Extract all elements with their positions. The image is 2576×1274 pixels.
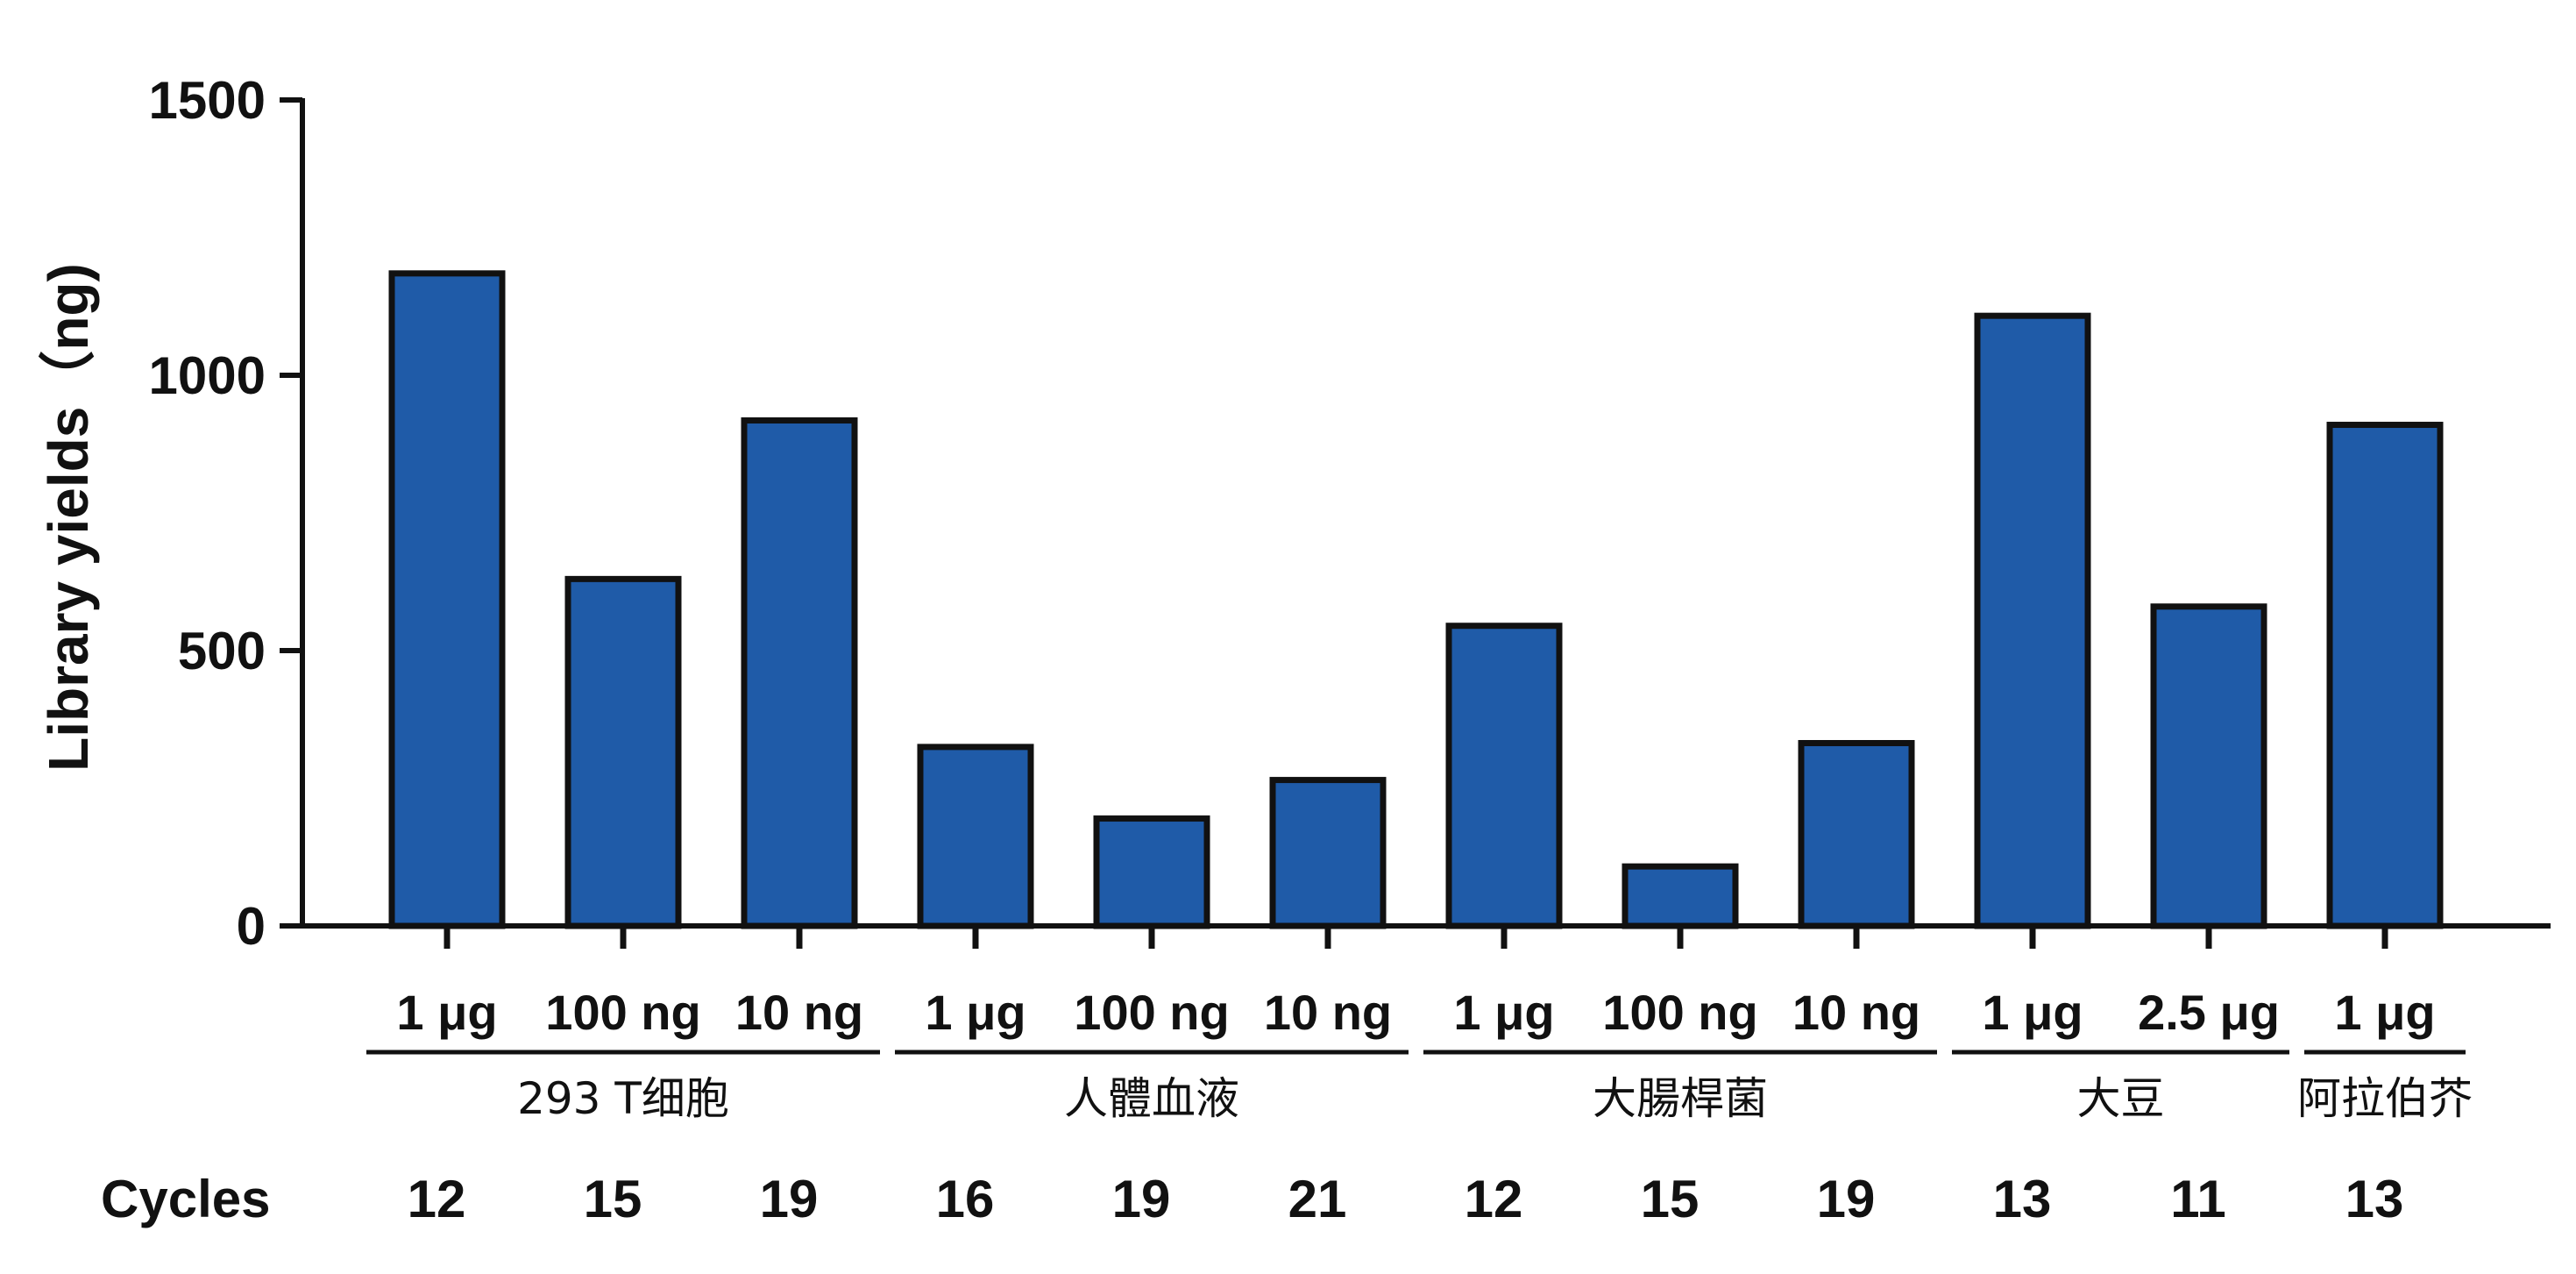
- group-label: 阿拉伯芥: [2297, 1073, 2473, 1124]
- cycles-value: 16: [936, 1170, 995, 1228]
- group-label: 大腸桿菌: [1593, 1073, 1768, 1124]
- bar: [1622, 863, 1739, 929]
- amount-label: 1 μg: [1453, 985, 1554, 1040]
- amount-label: 1 μg: [2334, 985, 2435, 1040]
- bar: [1798, 740, 1915, 929]
- amount-label: 1 μg: [925, 985, 1025, 1040]
- group-label: 大豆: [2077, 1073, 2165, 1124]
- bar: [1269, 777, 1387, 929]
- y-tick-label: 1500: [149, 71, 266, 130]
- bar: [1974, 312, 2091, 929]
- amount-label: 2.5 μg: [2138, 985, 2280, 1040]
- cycles-value: 15: [584, 1170, 642, 1228]
- cycles-value: 19: [760, 1170, 819, 1228]
- cycles-value: 19: [1112, 1170, 1171, 1228]
- x-axis: [300, 923, 2551, 949]
- cycles-value: 12: [1465, 1170, 1523, 1228]
- amount-label: 100 ng: [1074, 985, 1229, 1040]
- amount-label: 10 ng: [735, 985, 863, 1040]
- amount-labels: 1 μg 100 ng 10 ng 1 μg 100 ng 10 ng 1 μg 100 ng…: [396, 985, 2435, 1040]
- amount-label: 100 ng: [1602, 985, 1757, 1040]
- group-labels: 293 T细胞 人體血液 大腸桿菌 大豆 阿拉伯芥: [366, 1050, 2473, 1124]
- amount-label: 1 μg: [1982, 985, 2083, 1040]
- bar: [388, 270, 506, 929]
- cycles-row-label: Cycles: [101, 1170, 270, 1228]
- y-tick-label: 0: [237, 897, 266, 956]
- cycles-value: 19: [1817, 1170, 1876, 1228]
- bar: [2150, 603, 2267, 929]
- cycles-value: 11: [2170, 1170, 2225, 1228]
- bar: [917, 744, 1034, 929]
- cycles-value: 12: [408, 1170, 466, 1228]
- y-axis: 0 500 1000 1500: [149, 71, 305, 956]
- y-tick-label: 1000: [149, 346, 266, 405]
- cycles-value: 13: [1993, 1170, 2052, 1228]
- bar: [1093, 815, 1210, 929]
- cycles-value: 21: [1288, 1170, 1347, 1228]
- bar: [741, 416, 858, 929]
- cycles-row: 12 15 19 16 19 21 12 15 19 13 11 13: [408, 1170, 2404, 1228]
- bars: [388, 270, 2444, 929]
- y-tick-label: 500: [178, 622, 266, 680]
- y-axis-title: Library yields（ng): [37, 263, 100, 772]
- group-label: 293 T细胞: [517, 1073, 729, 1124]
- bar: [1445, 623, 1563, 929]
- bar: [564, 575, 682, 929]
- group-label: 人體血液: [1064, 1073, 1239, 1124]
- amount-label: 100 ng: [545, 985, 700, 1040]
- bar: [2326, 422, 2444, 929]
- cycles-value: 13: [2345, 1170, 2404, 1228]
- cycles-value: 15: [1641, 1170, 1700, 1228]
- amount-label: 10 ng: [1264, 985, 1392, 1040]
- amount-label: 1 μg: [396, 985, 497, 1040]
- amount-label: 10 ng: [1792, 985, 1920, 1040]
